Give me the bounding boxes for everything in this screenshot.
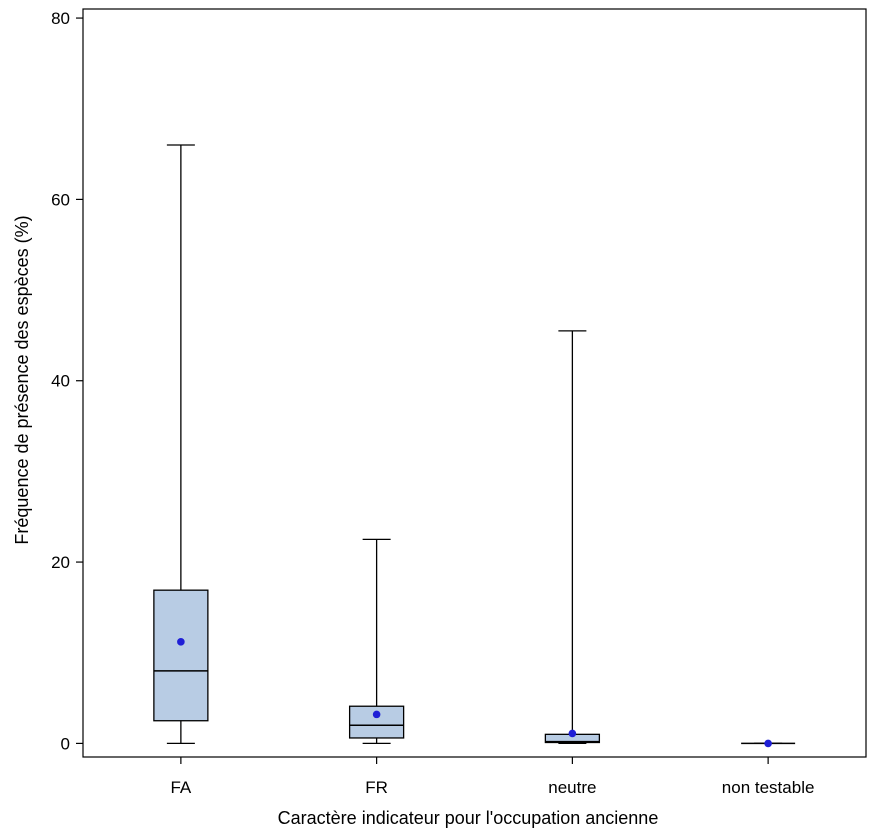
plot-area: 0 20 40 60 80 FA FR neutre non testable — [51, 8, 867, 797]
mean-marker — [568, 729, 577, 738]
y-tick-label: 80 — [51, 9, 70, 28]
y-tick-label: 60 — [51, 190, 70, 209]
box — [153, 589, 209, 722]
x-tick-label: neutre — [548, 778, 596, 797]
box — [348, 705, 405, 739]
y-tick-label: 0 — [61, 734, 70, 753]
x-tick-label: FA — [170, 778, 191, 797]
x-axis-label: Caractère indicateur pour l'occupation a… — [278, 808, 659, 828]
plot-frame — [82, 8, 867, 758]
mean-marker — [177, 638, 185, 646]
x-tick-label: non testable — [722, 778, 815, 797]
y-tick-label: 40 — [51, 372, 70, 391]
mean-marker — [372, 710, 381, 719]
x-tick-label: FR — [365, 778, 388, 797]
y-tick-label: 20 — [51, 553, 70, 572]
y-axis-label: Fréquence de présence des espèces (%) — [12, 215, 32, 544]
mean-marker — [764, 739, 772, 748]
